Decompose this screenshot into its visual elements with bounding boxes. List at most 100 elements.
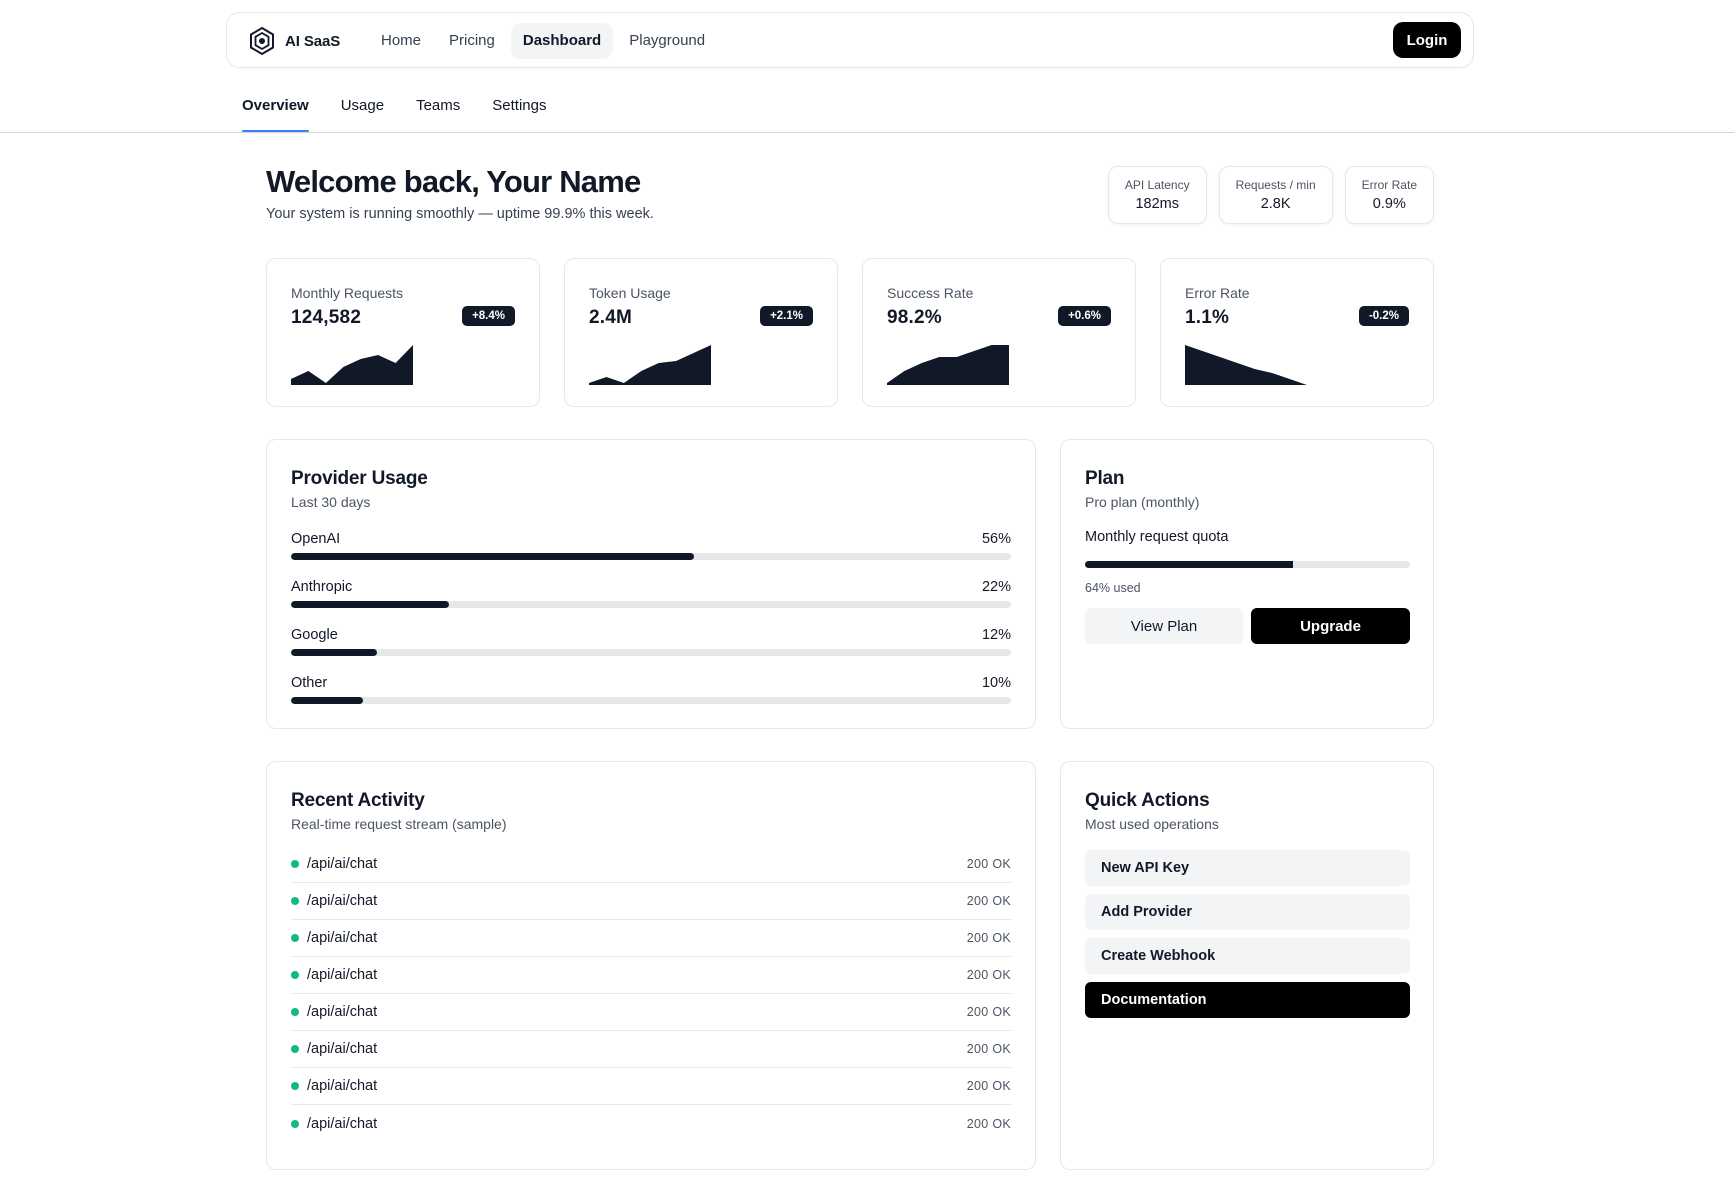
provider-progress-track [291, 649, 1011, 656]
provider-row-google: Google 12% [291, 627, 1011, 656]
kpi-card-monthly-requests: Monthly Requests 124,582 +8.4% [266, 258, 540, 407]
sparkline-area [589, 345, 711, 385]
panel-subtitle: Last 30 days [291, 494, 371, 510]
kpi-value: 98.2% [887, 307, 942, 328]
activity-status: 200 OK [966, 894, 1011, 908]
status-dot [291, 1119, 299, 1128]
metric-label: API Latency [1124, 178, 1190, 192]
metric-label: Error Rate [1361, 178, 1417, 192]
activity-path: /api/ai/chat [307, 930, 378, 946]
openai-logo-icon [247, 26, 277, 56]
kpi-label: Token Usage [589, 285, 671, 301]
activity-row[interactable]: /api/ai/chat 200 OK [291, 883, 1011, 920]
quota-label: Monthly request quota [1085, 529, 1229, 545]
status-dot [291, 971, 299, 979]
status-dot [291, 934, 299, 942]
activity-row[interactable]: /api/ai/chat 200 OK [291, 994, 1011, 1031]
nav-link-dashboard[interactable]: Dashboard [510, 23, 614, 59]
activity-path: /api/ai/chat [307, 967, 378, 983]
activity-row[interactable]: /api/ai/chat 200 OK [291, 957, 1011, 994]
activity-row[interactable]: /api/ai/chat 200 OK [291, 1031, 1011, 1068]
nav-link-pricing[interactable]: Pricing [449, 32, 495, 49]
recent-activity-panel: Recent Activity Real-time request stream… [266, 761, 1036, 1170]
documentation-button[interactable]: Documentation [1085, 982, 1410, 1018]
provider-row-other: Other 10% [291, 675, 1011, 704]
metric-requests-per-min: Requests / min 2.8K [1218, 166, 1333, 224]
nav-links: Home Pricing Dashboard Playground [369, 23, 717, 59]
header-metrics: API Latency 182ms Requests / min 2.8K Er… [1107, 166, 1434, 224]
activity-path: /api/ai/chat [307, 856, 378, 872]
create-webhook-button[interactable]: Create Webhook [1085, 938, 1410, 974]
provider-row-anthropic: Anthropic 22% [291, 579, 1011, 608]
activity-row[interactable]: /api/ai/chat 200 OK [291, 920, 1011, 957]
kpi-card-token-usage: Token Usage 2.4M +2.1% [564, 258, 838, 407]
provider-progress-track [291, 553, 1011, 560]
brand[interactable]: AI SaaS [247, 23, 340, 59]
panel-title: Recent Activity [291, 790, 425, 811]
activity-row[interactable]: /api/ai/chat 200 OK [291, 1105, 1011, 1142]
kpi-card-success-rate: Success Rate 98.2% +0.6% [862, 258, 1136, 407]
activity-status: 200 OK [966, 968, 1011, 982]
kpi-delta-badge: +2.1% [760, 306, 813, 326]
kpi-value: 2.4M [589, 307, 633, 328]
provider-progress-track [291, 697, 1011, 704]
panel-subtitle: Pro plan (monthly) [1085, 494, 1200, 510]
activity-status: 200 OK [966, 1042, 1011, 1056]
provider-name: Anthropic [291, 579, 353, 595]
page-title: Welcome back, Your Name [266, 164, 641, 199]
provider-percent: 12% [981, 627, 1011, 643]
kpi-delta-badge: +0.6% [1058, 306, 1111, 326]
activity-status: 200 OK [966, 1005, 1011, 1019]
tab-usage[interactable]: Usage [340, 97, 385, 114]
tab-settings[interactable]: Settings [492, 97, 547, 114]
metric-label: Requests / min [1235, 178, 1316, 192]
activity-list: /api/ai/chat 200 OK /api/ai/chat 200 OK /a… [291, 846, 1011, 1142]
status-dot [291, 1082, 299, 1090]
quota-progress-fill [1085, 561, 1293, 568]
view-plan-button[interactable]: View Plan [1085, 608, 1243, 644]
status-dot [291, 860, 299, 868]
provider-name: Google [291, 627, 338, 643]
tab-overview[interactable]: Overview [242, 94, 309, 132]
metric-error-rate: Error Rate 0.9% [1344, 166, 1434, 224]
add-provider-button[interactable]: Add Provider [1085, 894, 1410, 930]
new-api-key-button[interactable]: New API Key [1085, 850, 1410, 886]
kpi-value: 1.1% [1185, 307, 1230, 328]
activity-path: /api/ai/chat [307, 893, 378, 909]
provider-percent: 10% [981, 675, 1011, 691]
sparkline [1185, 345, 1307, 385]
subtabs: Overview Usage Teams Settings [242, 94, 546, 132]
status-dot [291, 897, 299, 905]
provider-progress-fill [291, 553, 695, 560]
kpi-card-error-rate: Error Rate 1.1% -0.2% [1160, 258, 1434, 407]
activity-row[interactable]: /api/ai/chat 200 OK [291, 846, 1011, 883]
panel-title: Quick Actions [1085, 790, 1210, 811]
login-button[interactable]: Login [1393, 22, 1461, 58]
status-dot [291, 1008, 299, 1016]
panel-title: Plan [1085, 468, 1125, 489]
upgrade-button[interactable]: Upgrade [1251, 608, 1410, 644]
kpi-label: Error Rate [1185, 285, 1250, 301]
panel-subtitle: Real-time request stream (sample) [291, 816, 507, 832]
activity-path: /api/ai/chat [307, 1041, 378, 1057]
quota-used-text: 64% used [1085, 581, 1141, 595]
panel-title: Provider Usage [291, 468, 428, 489]
tab-teams[interactable]: Teams [416, 97, 461, 114]
sparkline [291, 345, 413, 385]
sparkline-area [1185, 345, 1307, 385]
activity-row[interactable]: /api/ai/chat 200 OK [291, 1068, 1011, 1105]
provider-name: Other [291, 675, 328, 691]
activity-path: /api/ai/chat [307, 1004, 378, 1020]
sparkline-area [291, 345, 413, 385]
sparkline [589, 345, 711, 385]
nav-link-playground[interactable]: Playground [629, 32, 706, 49]
kpi-value: 124,582 [291, 307, 362, 328]
metric-value: 0.9% [1372, 196, 1406, 212]
activity-status: 200 OK [966, 931, 1011, 945]
panel-subtitle: Most used operations [1085, 816, 1219, 832]
provider-progress-track [291, 601, 1011, 608]
sparkline-area [887, 345, 1009, 385]
nav-link-home[interactable]: Home [381, 32, 422, 49]
provider-percent: 56% [981, 531, 1011, 547]
metric-api-latency: API Latency 182ms [1107, 166, 1207, 224]
